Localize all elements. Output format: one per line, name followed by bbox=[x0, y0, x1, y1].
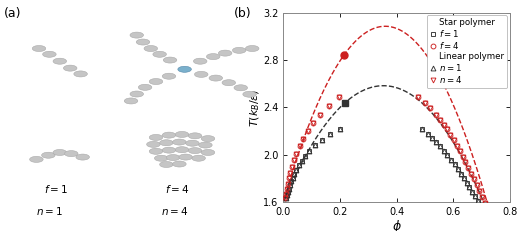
Text: $f=4$: $f=4$ bbox=[164, 183, 189, 195]
Text: $n=4$: $n=4$ bbox=[161, 205, 188, 217]
Text: $n=1$: $n=1$ bbox=[36, 205, 63, 217]
Y-axis label: $T\left(k_B/\varepsilon\right)$: $T\left(k_B/\varepsilon\right)$ bbox=[248, 88, 262, 127]
Text: $f=1$: $f=1$ bbox=[44, 183, 68, 195]
X-axis label: $\phi$: $\phi$ bbox=[392, 218, 401, 231]
Legend: Star polymer, $f=1$, $f=4$, Linear polymer, $n=1$, $n=4$: Star polymer, $f=1$, $f=4$, Linear polym… bbox=[426, 15, 507, 88]
Text: (b): (b) bbox=[233, 7, 251, 20]
Text: (a): (a) bbox=[4, 7, 22, 20]
